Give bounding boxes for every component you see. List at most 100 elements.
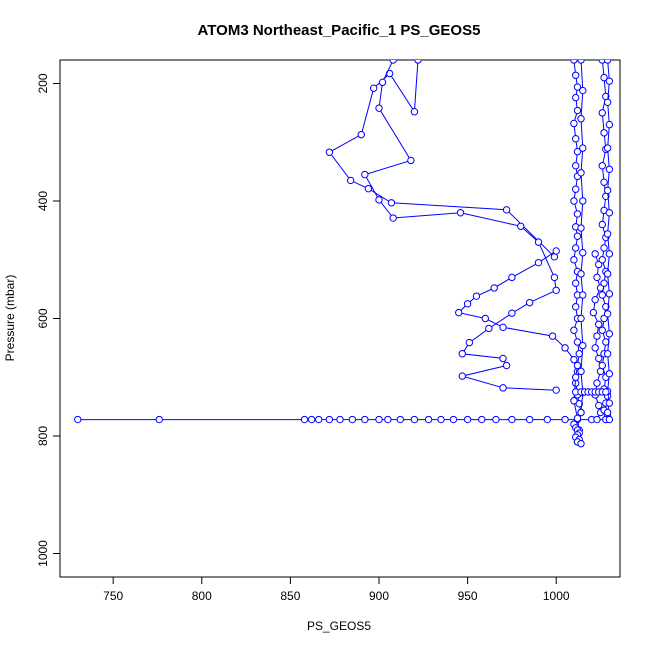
data-point: [389, 60, 397, 64]
series-10: [570, 420, 585, 448]
data-point: [570, 60, 578, 64]
data-point: [534, 258, 543, 267]
data-point: [605, 120, 614, 129]
data-point: [361, 170, 369, 179]
data-point: [465, 338, 474, 347]
x-axis: 750 800 850 900 950 1000: [103, 577, 570, 603]
data-point: [570, 326, 578, 334]
data-point: [600, 73, 608, 82]
data-point: [593, 379, 601, 387]
data-point: [579, 86, 587, 95]
data-point: [315, 415, 323, 424]
data-point: [593, 273, 601, 282]
data-point: [485, 324, 493, 333]
data-point: [605, 399, 614, 407]
data-point: [605, 370, 614, 378]
x-tick-label: 1000: [543, 589, 570, 603]
series-6: [589, 250, 605, 424]
x-tick-label: 950: [458, 589, 478, 603]
data-point: [595, 320, 603, 329]
data-point: [593, 332, 601, 340]
data-point: [600, 244, 608, 252]
data-point: [577, 60, 585, 64]
data-point: [603, 270, 612, 278]
series-line: [364, 60, 557, 391]
data-point: [348, 415, 357, 424]
data-point: [598, 60, 606, 64]
x-tick-label: 900: [369, 589, 389, 603]
series-2: [455, 247, 585, 417]
data-point: [570, 256, 578, 264]
series-line: [580, 60, 584, 413]
y-tick-label: 200: [36, 73, 50, 93]
data-point: [449, 415, 458, 424]
data-point: [325, 148, 334, 156]
data-point: [407, 156, 415, 165]
data-point: [499, 354, 507, 363]
data-point: [525, 298, 534, 307]
data-point: [573, 210, 582, 218]
data-point: [603, 408, 612, 417]
data-point: [375, 415, 383, 424]
data-point: [571, 185, 580, 193]
data-point: [577, 115, 585, 123]
data-point: [577, 439, 585, 448]
data-point: [508, 273, 516, 282]
data-point: [605, 415, 614, 424]
data-point: [593, 415, 601, 424]
data-point: [602, 388, 610, 396]
x-tick-label: 800: [192, 589, 212, 603]
y-tick-label: 1000: [36, 540, 50, 567]
data-point: [534, 238, 543, 246]
data-point: [410, 108, 419, 116]
data-point: [603, 60, 612, 64]
data-point: [603, 230, 612, 238]
data-point: [595, 354, 603, 363]
data-point: [603, 98, 612, 107]
data-point: [605, 330, 614, 338]
y-tick-label: 400: [36, 191, 50, 211]
data-point: [598, 162, 606, 170]
data-point: [155, 415, 163, 424]
data-point: [591, 250, 599, 258]
data-point: [525, 415, 534, 424]
data-point: [570, 119, 578, 128]
data-point: [573, 232, 582, 240]
data-point: [552, 286, 560, 294]
data-point: [598, 220, 606, 229]
data-point: [571, 279, 580, 287]
data-point: [577, 408, 585, 417]
data-point: [577, 169, 585, 177]
data-point: [325, 415, 334, 424]
data-point: [571, 135, 580, 143]
series-line: [592, 253, 602, 420]
data-point: [571, 162, 580, 170]
data-point: [573, 338, 582, 346]
series-0: [325, 60, 559, 261]
plot-area: [74, 60, 614, 448]
data-point: [472, 292, 481, 300]
data-point: [603, 144, 612, 152]
data-point: [458, 350, 466, 358]
data-point: [357, 130, 365, 139]
data-point: [387, 199, 396, 207]
data-point: [548, 332, 557, 340]
data-point: [424, 415, 433, 424]
data-point: [573, 414, 582, 423]
data-point: [570, 197, 578, 205]
data-point: [455, 308, 463, 317]
data-point: [499, 384, 507, 392]
data-point: [508, 415, 516, 424]
data-point: [579, 291, 587, 299]
x-tick-label: 850: [280, 589, 300, 603]
data-point: [490, 284, 498, 292]
data-point: [605, 209, 614, 217]
data-point: [575, 350, 583, 358]
data-point: [573, 147, 582, 156]
data-point: [577, 270, 585, 278]
data-point: [598, 326, 606, 334]
data-point: [364, 184, 373, 193]
data-point: [561, 344, 569, 352]
data-point: [361, 415, 369, 424]
